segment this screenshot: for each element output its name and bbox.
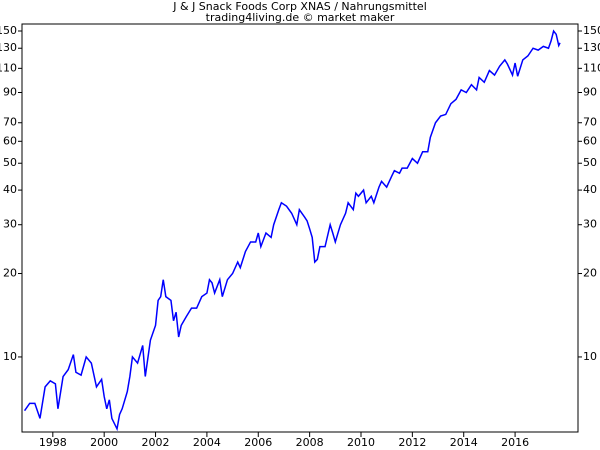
y2-tick-label: 150 xyxy=(583,24,600,37)
x-tick-label: 2012 xyxy=(398,436,426,449)
y2-tick-label: 130 xyxy=(583,41,600,54)
x-tick-label: 2006 xyxy=(244,436,272,449)
x-tick-label: 1998 xyxy=(39,436,67,449)
y-tick-label: 50 xyxy=(3,156,17,169)
price-line xyxy=(23,29,561,432)
x-tick-label: 2016 xyxy=(501,436,529,449)
y-tick-label: 10 xyxy=(3,350,17,363)
y2-tick-label: 110 xyxy=(583,61,600,74)
y2-tick-label: 50 xyxy=(583,156,597,169)
chart-title: J & J Snack Foods Corp XNAS / Nahrungsmi… xyxy=(172,0,427,13)
x-tick-label: 2010 xyxy=(347,436,375,449)
chart-subtitle: trading4living.de © market maker xyxy=(206,11,395,24)
plot-frame xyxy=(21,23,579,433)
y2-tick-label: 70 xyxy=(583,116,597,129)
y-tick-label: 150 xyxy=(0,24,17,37)
y2-tick-label: 60 xyxy=(583,134,597,147)
x-tick-label: 2014 xyxy=(450,436,478,449)
y2-tick-label: 10 xyxy=(583,350,597,363)
y-tick-label: 40 xyxy=(3,183,17,196)
y-tick-label: 20 xyxy=(3,267,17,280)
y-tick-label: 60 xyxy=(3,134,17,147)
y2-tick-label: 30 xyxy=(583,218,597,231)
y-tick-label: 110 xyxy=(0,61,17,74)
x-tick-label: 2008 xyxy=(296,436,324,449)
x-tick-label: 2000 xyxy=(90,436,118,449)
y2-tick-label: 40 xyxy=(583,183,597,196)
y2-tick-label: 90 xyxy=(583,85,597,98)
y-tick-label: 70 xyxy=(3,116,17,129)
y-tick-label: 30 xyxy=(3,218,17,231)
y2-tick-label: 20 xyxy=(583,267,597,280)
x-tick-label: 2004 xyxy=(193,436,221,449)
x-tick-label: 2002 xyxy=(142,436,170,449)
y-tick-label: 90 xyxy=(3,85,17,98)
y-tick-label: 130 xyxy=(0,41,17,54)
